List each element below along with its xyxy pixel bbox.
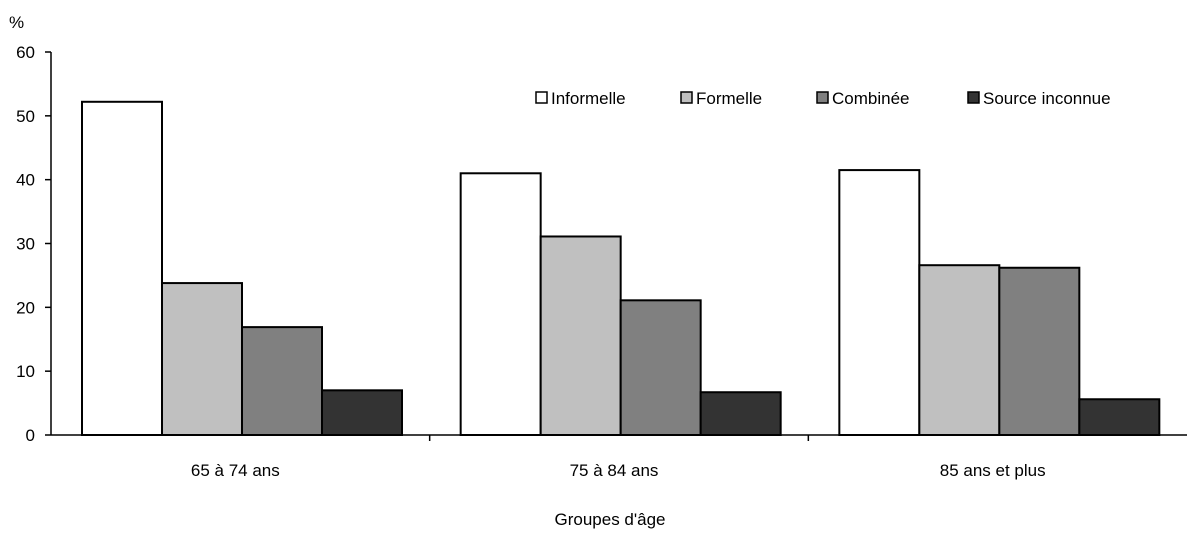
bar-combin-e-1 [241, 326, 323, 437]
bars-group [81, 100, 1161, 437]
y-tick-label: 40 [16, 171, 35, 190]
bar-informelle-1 [81, 100, 163, 436]
legend-swatch [680, 91, 693, 104]
bar-formelle-2 [539, 235, 622, 436]
legend: Informelle Formelle Combinée Source inconnu… [535, 89, 1111, 108]
bar-source-inconnue-3 [1078, 398, 1161, 436]
x-tick-label: 75 à 84 ans [570, 461, 659, 480]
bar-combin-e-3 [998, 266, 1081, 436]
x-tick-label: 65 à 74 ans [191, 461, 280, 480]
legend-label: Source inconnue [983, 89, 1111, 108]
y-axis-label: % [9, 13, 24, 32]
y-tick-label: 0 [26, 426, 35, 445]
bar-formelle-3 [918, 264, 1001, 436]
x-axis-ticks: 65 à 74 ans 75 à 84 ans 85 ans et plus [191, 435, 1046, 480]
x-tick-label: 85 ans et plus [940, 461, 1046, 480]
bar-source-inconnue-1 [321, 389, 403, 437]
legend-swatch [535, 91, 548, 104]
bar-formelle-1 [161, 282, 243, 436]
bar-informelle-3 [838, 169, 921, 436]
y-tick-label: 30 [16, 235, 35, 254]
y-tick-label: 60 [16, 43, 35, 62]
bar-combin-e-2 [619, 299, 702, 437]
y-tick-label: 50 [16, 107, 35, 126]
x-axis-label: Groupes d'âge [555, 510, 666, 529]
legend-swatch [816, 91, 829, 104]
legend-label: Informelle [551, 89, 626, 108]
bar-informelle-2 [459, 172, 542, 437]
y-tick-label: 20 [16, 298, 35, 317]
legend-swatch [967, 91, 980, 104]
bar-source-inconnue-2 [699, 391, 782, 436]
legend-label: Formelle [696, 89, 762, 108]
y-axis-ticks: 0 10 20 30 40 50 60 [16, 43, 51, 445]
legend-label: Combinée [832, 89, 910, 108]
y-tick-label: 10 [16, 362, 35, 381]
